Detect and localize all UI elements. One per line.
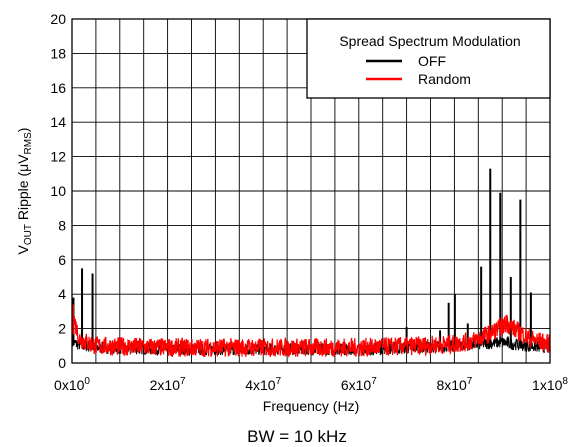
- y-tick-label: 6: [58, 252, 66, 268]
- y-tick-label: 10: [50, 183, 66, 199]
- x-tick-label: 4x107: [245, 376, 281, 393]
- series-layer: [71, 168, 551, 358]
- x-tick-label: 8x107: [436, 376, 472, 393]
- x-tick-label: 2x107: [150, 376, 186, 393]
- x-axis-label: Frequency (Hz): [263, 398, 359, 414]
- y-tick-label: 14: [50, 114, 66, 130]
- legend-title: Spread Spectrum Modulation: [339, 33, 520, 49]
- y-axis-label: VOUT Ripple (μVRMS): [15, 128, 34, 255]
- y-tick-label: 2: [58, 321, 66, 337]
- y-tick-label: 20: [50, 11, 66, 27]
- y-tick-label: 4: [58, 286, 66, 302]
- legend-label-off: OFF: [418, 53, 446, 69]
- x-tick-label: 1x108: [532, 376, 568, 393]
- y-tick-label: 16: [50, 80, 66, 96]
- y-axis-label-sub1: OUT: [23, 224, 34, 245]
- legend-label-random: Random: [418, 71, 471, 87]
- y-axis: 0 2 4 6 8 10 12 14 16 18 20: [50, 11, 66, 371]
- footnote: BW = 10 kHz: [247, 427, 347, 446]
- series-random: [71, 304, 551, 358]
- y-tick-label: 12: [50, 149, 66, 165]
- x-tick-label: 6x107: [341, 376, 377, 393]
- series-trace: [71, 316, 551, 358]
- y-axis-label-end: ): [15, 128, 31, 133]
- y-tick-label: 8: [58, 217, 66, 233]
- y-tick-label: 18: [50, 45, 66, 61]
- legend: Spread Spectrum Modulation OFF Random: [306, 18, 551, 99]
- x-tick-label: 0x100: [54, 376, 90, 393]
- x-axis: 0x100 2x107 4x107 6x107 8x107 1x108: [54, 376, 568, 393]
- y-tick-label: 0: [58, 355, 66, 371]
- y-axis-label-mid: Ripple (μV: [15, 154, 31, 224]
- y-axis-label-main: V: [15, 244, 31, 254]
- y-axis-label-sub2: RMS: [23, 132, 34, 155]
- legend-box: [306, 18, 551, 99]
